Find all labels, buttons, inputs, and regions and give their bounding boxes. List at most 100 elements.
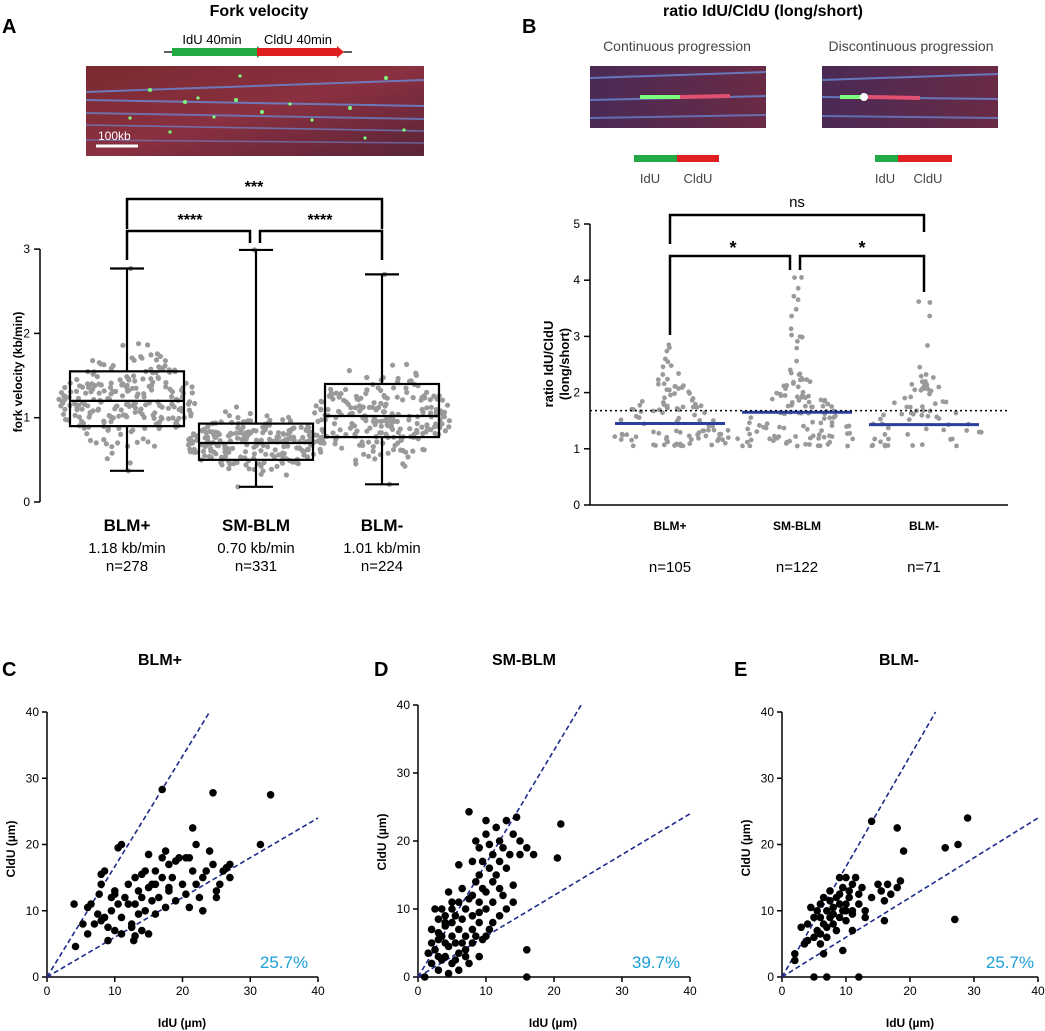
a-dot xyxy=(392,442,398,448)
a-dot xyxy=(371,400,377,406)
a-dot xyxy=(242,449,249,455)
c-percent-label: 25.7% xyxy=(260,953,308,972)
b-dot xyxy=(941,427,947,433)
a-dot xyxy=(79,406,85,412)
a-dot xyxy=(143,402,149,408)
b-dot xyxy=(923,372,929,377)
b-dot xyxy=(656,430,662,436)
d-point xyxy=(475,871,484,879)
a-dot xyxy=(446,418,452,424)
e-point xyxy=(893,824,901,832)
panel-b-letter: B xyxy=(522,16,536,38)
a-dot xyxy=(285,443,291,449)
b-dot xyxy=(882,432,888,437)
a-dot xyxy=(165,405,171,411)
b-dot xyxy=(804,377,810,383)
c-point xyxy=(83,930,92,938)
d-point xyxy=(489,878,497,886)
a-dot xyxy=(275,430,282,436)
a-dot xyxy=(226,466,232,472)
a-dot xyxy=(246,429,252,435)
d-point xyxy=(489,898,497,906)
c-point xyxy=(188,867,197,875)
d-point xyxy=(431,905,439,913)
a-dot xyxy=(274,436,280,442)
a-y-ticks: 0 1 2 3 xyxy=(23,242,40,509)
a-dot xyxy=(192,400,198,407)
d-point xyxy=(492,871,501,879)
a-dot xyxy=(235,484,241,490)
b-dot xyxy=(804,426,810,432)
micrograph-a: 100kb xyxy=(85,66,425,156)
b-dot xyxy=(795,384,801,390)
a-dot xyxy=(306,432,312,438)
d-y-tick-label: 0 xyxy=(403,970,410,984)
a-dot xyxy=(364,374,370,381)
b-y-tick-label: 1 xyxy=(573,442,580,456)
a-dot xyxy=(427,397,433,403)
d-point xyxy=(438,905,446,913)
a-dot xyxy=(239,436,245,442)
a-dot xyxy=(119,382,125,388)
d-point xyxy=(523,946,531,954)
a-dot xyxy=(269,452,275,458)
a-dot xyxy=(193,449,199,455)
a-dot xyxy=(247,410,253,417)
b-dot xyxy=(799,334,805,340)
a-dot xyxy=(234,459,240,466)
d-point xyxy=(475,908,484,917)
a-dot xyxy=(127,460,133,466)
c-point xyxy=(111,926,119,935)
e-point xyxy=(823,933,831,942)
b-dot xyxy=(870,442,876,448)
b-dot xyxy=(816,436,821,441)
b-dot xyxy=(698,403,704,409)
panel-c-title: BLM+ xyxy=(138,652,182,669)
a-dot xyxy=(246,466,252,472)
a-dot xyxy=(312,410,318,416)
b-dot xyxy=(794,394,800,400)
d-point xyxy=(509,898,517,906)
d-y-tick-label: 10 xyxy=(397,902,411,916)
b-dot xyxy=(696,430,702,436)
a-dot xyxy=(135,391,141,397)
d-point xyxy=(499,891,507,900)
e-point xyxy=(823,907,831,915)
b-dot xyxy=(667,387,672,393)
b-dot xyxy=(902,395,908,401)
b-dot xyxy=(677,430,683,435)
a-dot xyxy=(388,422,394,428)
b-dot xyxy=(788,370,794,376)
c-point xyxy=(226,860,234,869)
b-dot xyxy=(795,338,800,344)
b-cont-idu-bar xyxy=(634,155,677,162)
a-dot xyxy=(120,342,126,348)
b-dot xyxy=(806,399,812,405)
b-sig-right: * xyxy=(858,238,865,258)
b-group-name-0: BLM+ xyxy=(654,519,687,533)
b-dot xyxy=(774,390,780,396)
b-dot xyxy=(878,439,883,445)
a-dot xyxy=(90,358,96,364)
a-dot xyxy=(108,380,114,386)
a-dot xyxy=(353,457,359,463)
d-point xyxy=(499,844,507,852)
e-point xyxy=(823,923,831,932)
a-y-tick-label: 1 xyxy=(23,411,30,425)
c-point xyxy=(185,854,194,862)
d-percent-label: 39.7% xyxy=(632,953,680,972)
a-dot xyxy=(77,383,83,389)
a-dot xyxy=(332,441,338,447)
d-point xyxy=(427,959,436,968)
e-point xyxy=(880,916,889,925)
panel-c: C BLM+ CldU (µm) IdU (µm) 25.7% 00 10 10 20… xyxy=(2,652,325,1030)
b-dot xyxy=(703,433,709,439)
c-x-tick-label: 0 xyxy=(44,984,51,998)
a-dot xyxy=(287,429,293,436)
b-dot xyxy=(825,441,831,447)
b-dot xyxy=(781,383,787,389)
a-y-tick-label: 0 xyxy=(23,495,30,509)
a-dot xyxy=(385,450,391,456)
a-dot xyxy=(347,425,353,431)
b-dot xyxy=(664,348,670,354)
